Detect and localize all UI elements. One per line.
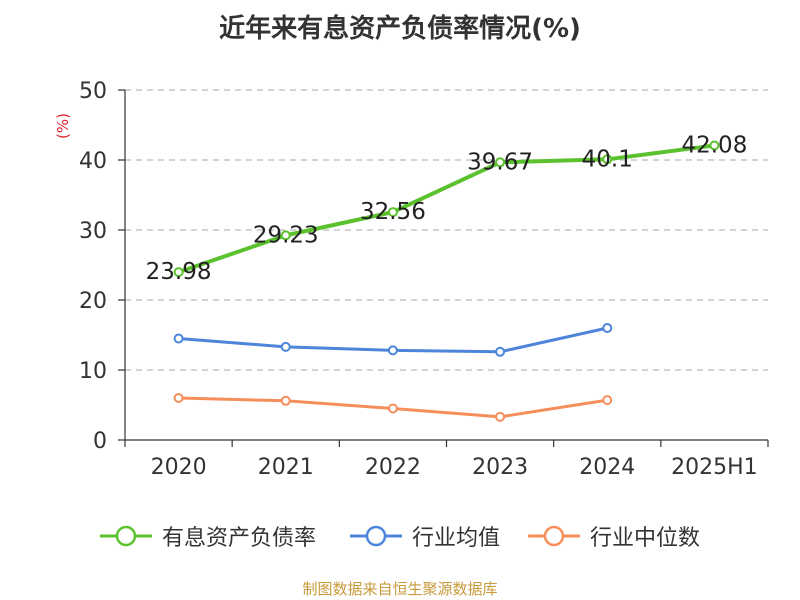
y-tick-label: 10 bbox=[79, 359, 107, 384]
legend-marker-industry-mean bbox=[350, 525, 402, 547]
data-point-0 bbox=[173, 267, 184, 278]
x-tick-label: 2022 bbox=[365, 455, 421, 480]
data-point-2 bbox=[387, 403, 398, 414]
data-label: 40.1 bbox=[582, 146, 633, 172]
legend-item-industry-median[interactable]: 行业中位数 bbox=[526, 518, 700, 554]
y-tick-label: 50 bbox=[79, 79, 107, 104]
legend-label-industry-mean: 行业均值 bbox=[412, 526, 501, 551]
data-point-2 bbox=[495, 411, 506, 422]
chart-title: 近年来有息资产负债率情况(%) bbox=[219, 14, 581, 44]
y-tick-label: 40 bbox=[79, 149, 107, 174]
x-tick-label: 2024 bbox=[579, 455, 635, 480]
legend-marker-debt-ratio bbox=[100, 525, 152, 547]
x-tick-label: 2020 bbox=[151, 455, 207, 480]
data-point-1 bbox=[387, 345, 398, 356]
data-point-1 bbox=[280, 341, 291, 352]
x-tick-label: 2021 bbox=[258, 455, 314, 480]
source-note: 制图数据来自恒生聚源数据库 bbox=[302, 580, 498, 598]
data-point-1 bbox=[602, 323, 613, 333]
legend-label-debt-ratio: 有息资产负债率 bbox=[162, 526, 317, 551]
data-point-0 bbox=[280, 230, 291, 241]
data-point-2 bbox=[602, 395, 613, 406]
data-point-0 bbox=[387, 207, 398, 218]
legend-marker-industry-median bbox=[528, 525, 580, 547]
axis-layer: 0 10 20 30 40 50 (%) 2020 2021 2022 2023 2024 2025H1 bbox=[54, 79, 769, 480]
data-point-1 bbox=[173, 333, 184, 344]
data-label: 39.67 bbox=[467, 149, 533, 175]
data-point-0 bbox=[495, 157, 506, 168]
data-point-2 bbox=[280, 395, 291, 406]
data-point-0 bbox=[709, 140, 720, 151]
series-line-0 bbox=[177, 143, 715, 275]
legend-label-industry-median: 行业中位数 bbox=[590, 526, 701, 551]
x-tick-label: 2023 bbox=[472, 455, 528, 480]
data-label-layer: 23.98 29.23 32.56 39.67 40.1 42.08 bbox=[146, 132, 748, 285]
legend-item-industry-mean[interactable]: 行业均值 bbox=[348, 518, 500, 554]
legend-item-debt-ratio[interactable]: 有息资产负债率 bbox=[98, 518, 316, 554]
data-label: 23.98 bbox=[146, 259, 212, 285]
series-layer bbox=[173, 140, 720, 422]
y-axis-title: (%) bbox=[54, 113, 72, 139]
x-tick-label: 2025H1 bbox=[671, 455, 758, 480]
data-point-0 bbox=[602, 154, 613, 165]
y-tick-label: 20 bbox=[79, 289, 107, 314]
data-point-1 bbox=[495, 346, 506, 357]
y-tick-label: 0 bbox=[93, 429, 107, 454]
data-label: 29.23 bbox=[253, 222, 319, 248]
data-label: 42.08 bbox=[681, 132, 747, 158]
data-label: 32.56 bbox=[360, 199, 426, 225]
grid-layer bbox=[125, 89, 768, 371]
y-tick-label: 30 bbox=[79, 219, 107, 244]
data-point-2 bbox=[173, 393, 184, 403]
